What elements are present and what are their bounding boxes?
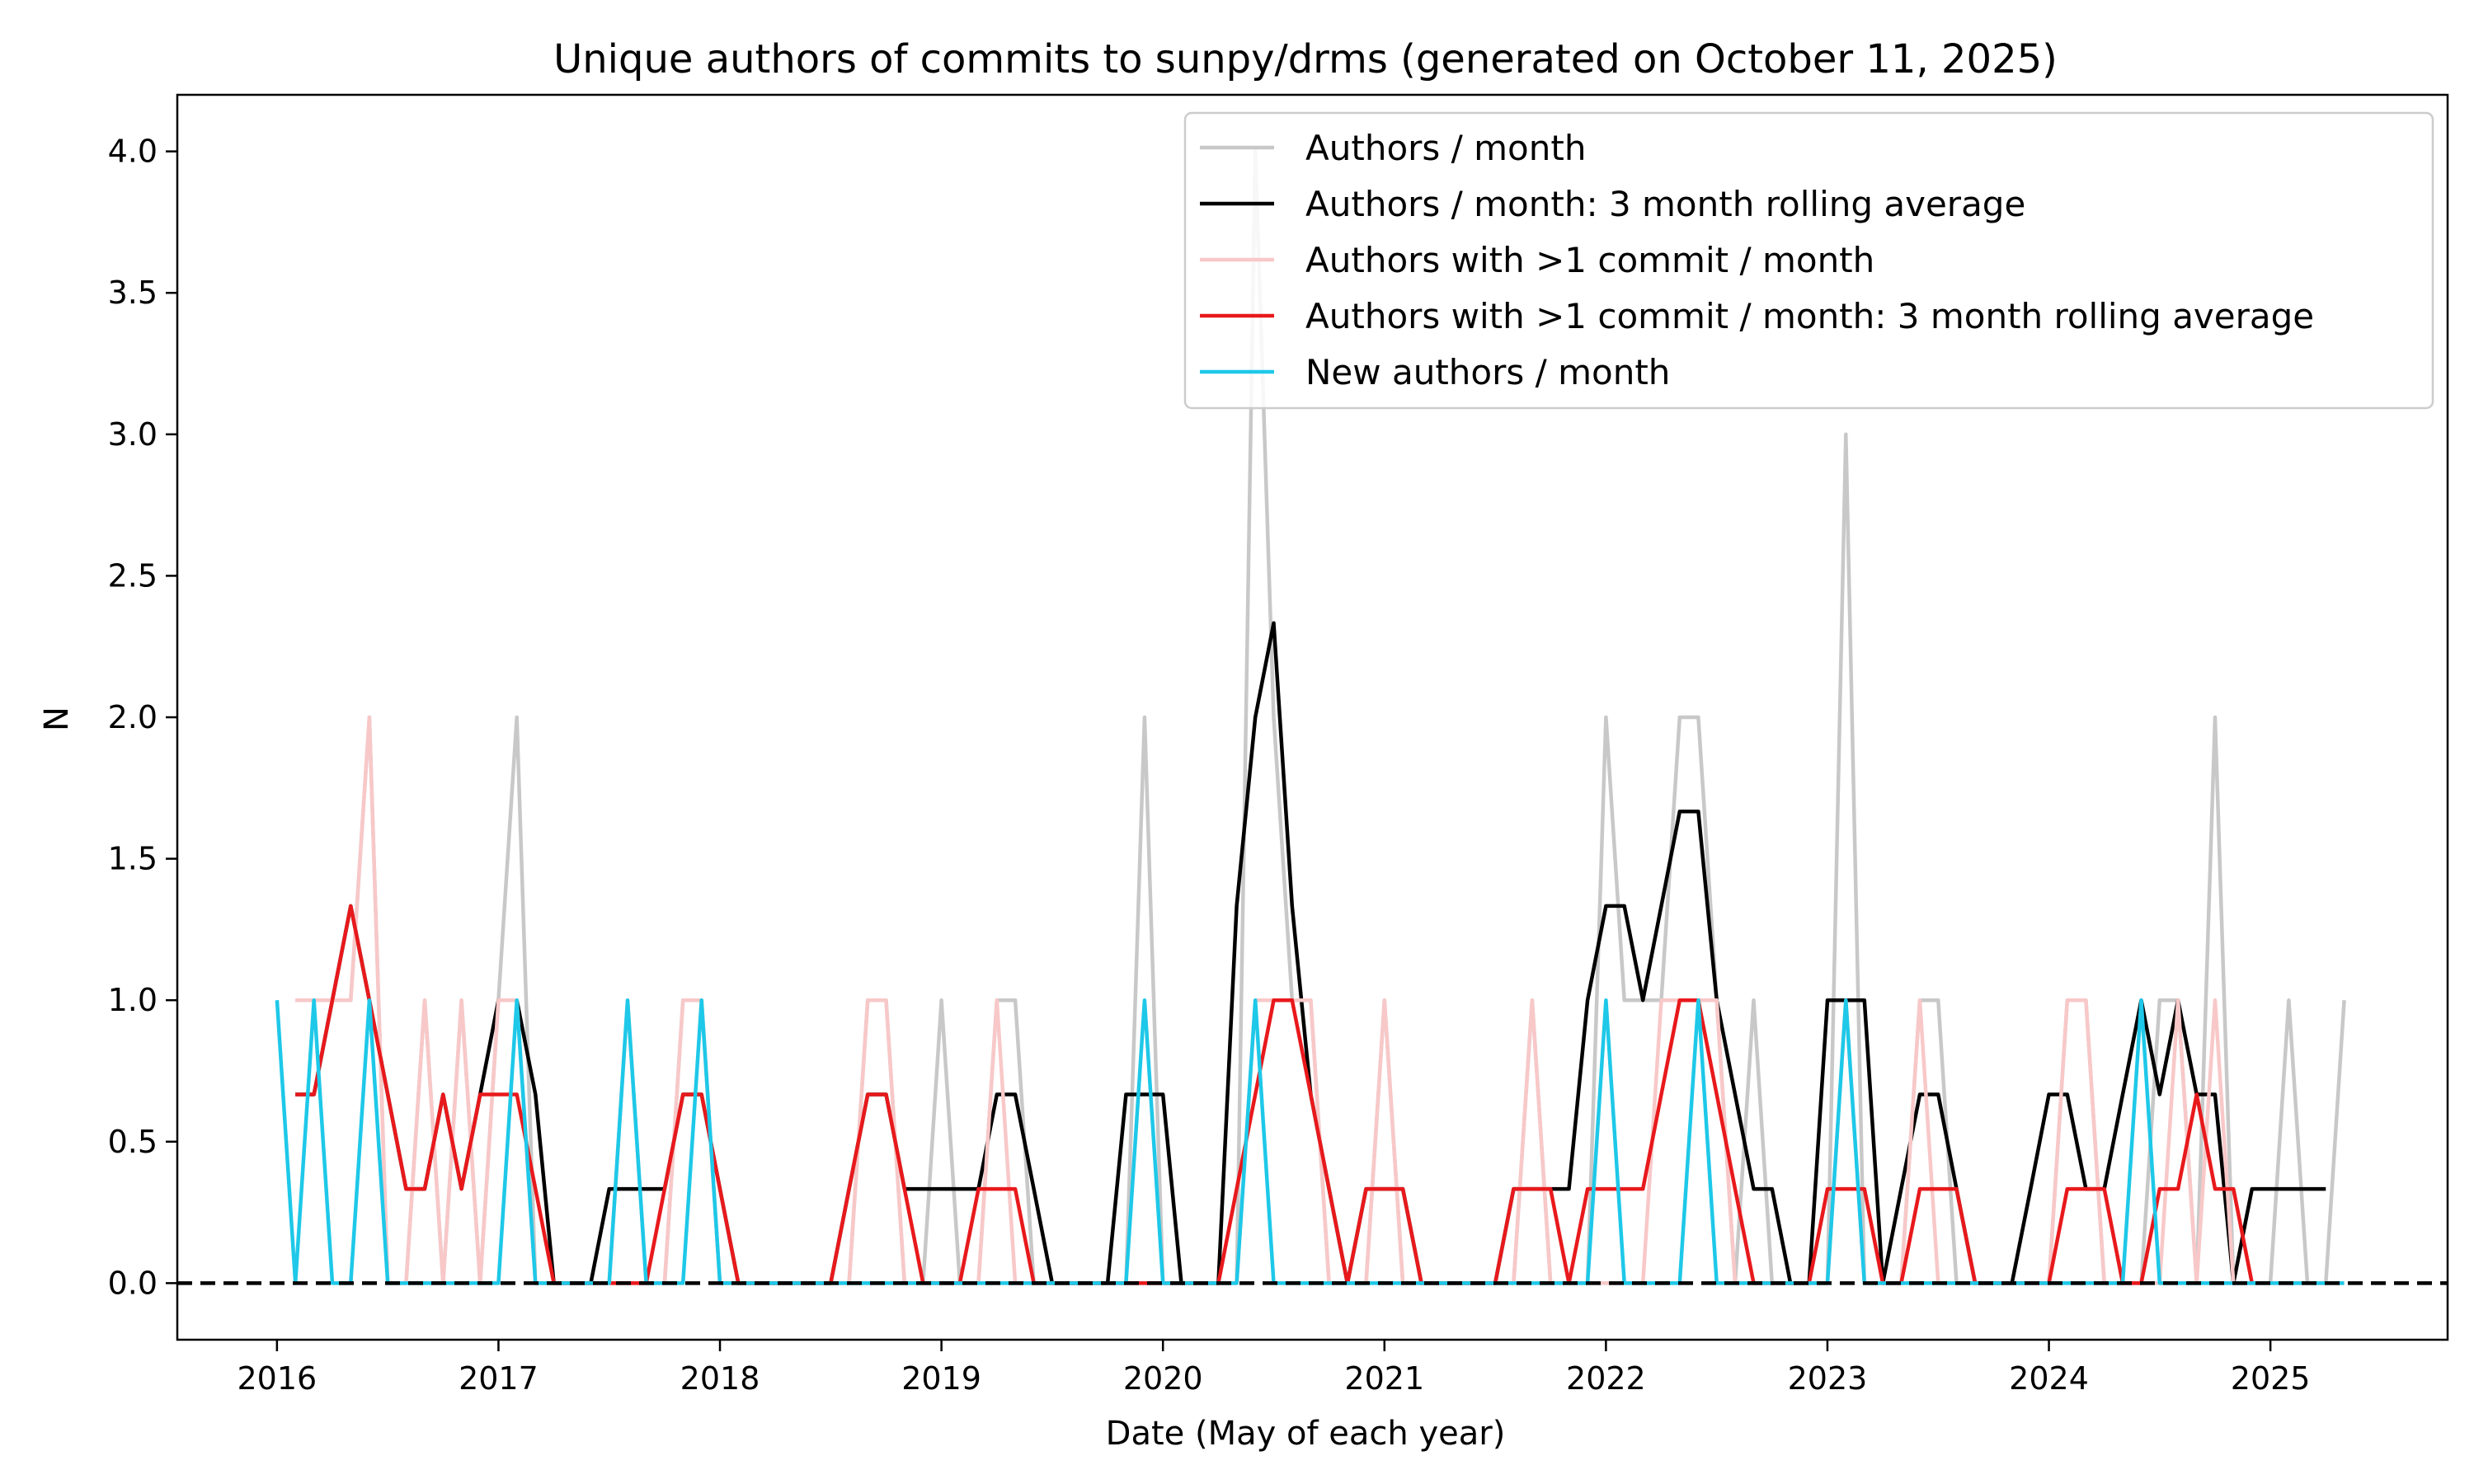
x-tick-label: 2022 bbox=[1566, 1360, 1646, 1397]
x-tick-label: 2018 bbox=[680, 1360, 760, 1397]
legend-entry: Authors with >1 commit / month: 3 month … bbox=[1305, 296, 2314, 336]
y-tick-label: 3.0 bbox=[108, 416, 158, 453]
x-axis-ticks: 2016 2017 2018 2019 2020 2021 2022 2023 2024 2025 bbox=[238, 1340, 2311, 1397]
y-tick-label: 3.5 bbox=[108, 275, 158, 311]
legend-entry: Authors with >1 commit / month bbox=[1305, 240, 1874, 280]
x-tick-label: 2017 bbox=[459, 1360, 539, 1397]
legend-entry: Authors / month: 3 month rolling average bbox=[1305, 184, 2025, 224]
y-tick-label: 2.0 bbox=[108, 699, 158, 735]
x-tick-label: 2023 bbox=[1788, 1360, 1868, 1397]
y-axis-label: N bbox=[38, 707, 76, 731]
chart-title: Unique authors of commits to sunpy/drms … bbox=[553, 36, 2058, 82]
x-tick-label: 2016 bbox=[238, 1360, 317, 1397]
legend-box bbox=[1183, 111, 2434, 410]
x-tick-label: 2024 bbox=[2009, 1360, 2089, 1397]
y-tick-label: 0.5 bbox=[108, 1124, 158, 1160]
x-tick-label: 2020 bbox=[1123, 1360, 1203, 1397]
y-tick-label: 0.0 bbox=[108, 1265, 158, 1301]
x-tick-label: 2019 bbox=[901, 1360, 981, 1397]
y-tick-label: 4.0 bbox=[108, 134, 158, 170]
y-tick-label: 1.5 bbox=[108, 841, 158, 877]
y-tick-label: 2.5 bbox=[108, 557, 158, 594]
x-axis-label: Date (May of each year) bbox=[1106, 1415, 1506, 1453]
x-tick-label: 2025 bbox=[2231, 1360, 2311, 1397]
legend-entry: New authors / month bbox=[1305, 352, 1670, 392]
y-tick-label: 1.0 bbox=[108, 982, 158, 1018]
y-axis-ticks: 0.0 0.5 1.0 1.5 2.0 2.5 3.0 3.5 4.0 bbox=[108, 134, 177, 1301]
x-tick-label: 2021 bbox=[1344, 1360, 1424, 1397]
legend-entry: Authors / month bbox=[1305, 128, 1586, 168]
legend: Authors / month Authors / month: 3 month … bbox=[1183, 111, 2434, 410]
